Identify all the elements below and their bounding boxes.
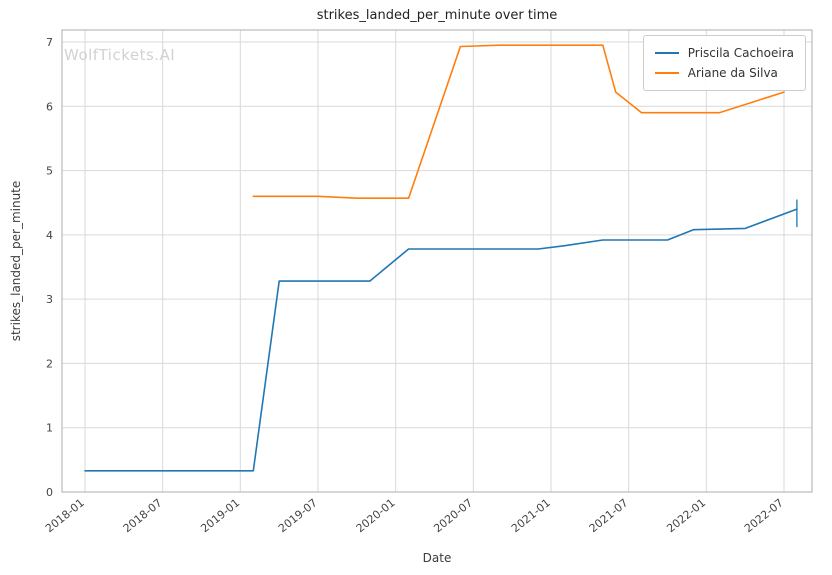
y-tick-label: 7 xyxy=(46,36,53,49)
legend-item-ariane-da-silva: Ariane da Silva xyxy=(654,63,794,83)
gridlines xyxy=(62,30,812,493)
y-tick-label: 0 xyxy=(46,486,53,499)
y-axis-label: strikes_landed_per_minute xyxy=(9,180,23,342)
y-tick-label: 1 xyxy=(46,422,53,435)
legend-item-priscila-cachoeira: Priscila Cachoeira xyxy=(654,43,794,63)
x-tick-label: 2021-01 xyxy=(509,496,553,535)
y-tick-label: 3 xyxy=(46,293,53,306)
y-tick-label: 5 xyxy=(46,165,53,178)
plot-border xyxy=(61,29,813,493)
legend-label-priscila: Priscila Cachoeira xyxy=(687,46,794,60)
series-line-ariane-da-silva xyxy=(252,44,785,199)
x-tick-label: 2019-01 xyxy=(198,496,242,535)
series-line-priscila-cachoeira xyxy=(84,208,798,472)
x-tick-label: 2022-01 xyxy=(664,496,708,535)
legend-line-sample-priscila xyxy=(654,52,679,54)
x-tick-label: 2021-07 xyxy=(587,496,631,535)
x-tick-label: 2018-01 xyxy=(43,496,87,535)
watermark: WolfTickets.AI xyxy=(64,46,176,64)
legend-line-sample-ariane xyxy=(654,72,679,74)
y-tick-label: 6 xyxy=(46,100,53,113)
x-tick-label: 2018-07 xyxy=(121,496,165,535)
y-tick-label: 2 xyxy=(46,357,53,370)
x-axis-label: Date xyxy=(422,551,452,565)
legend-label-ariane: Ariane da Silva xyxy=(687,66,778,80)
legend: Priscila Cachoeira Ariane da Silva xyxy=(642,35,806,91)
y-tick-label: 4 xyxy=(46,229,53,242)
x-tick-label: 2019-07 xyxy=(276,496,320,535)
x-tick-label: 2022-07 xyxy=(742,496,786,535)
x-tick-label: 2020-01 xyxy=(354,496,398,535)
x-tick-label: 2020-07 xyxy=(431,496,475,535)
chart-title: strikes_landed_per_minute over time xyxy=(316,8,558,23)
